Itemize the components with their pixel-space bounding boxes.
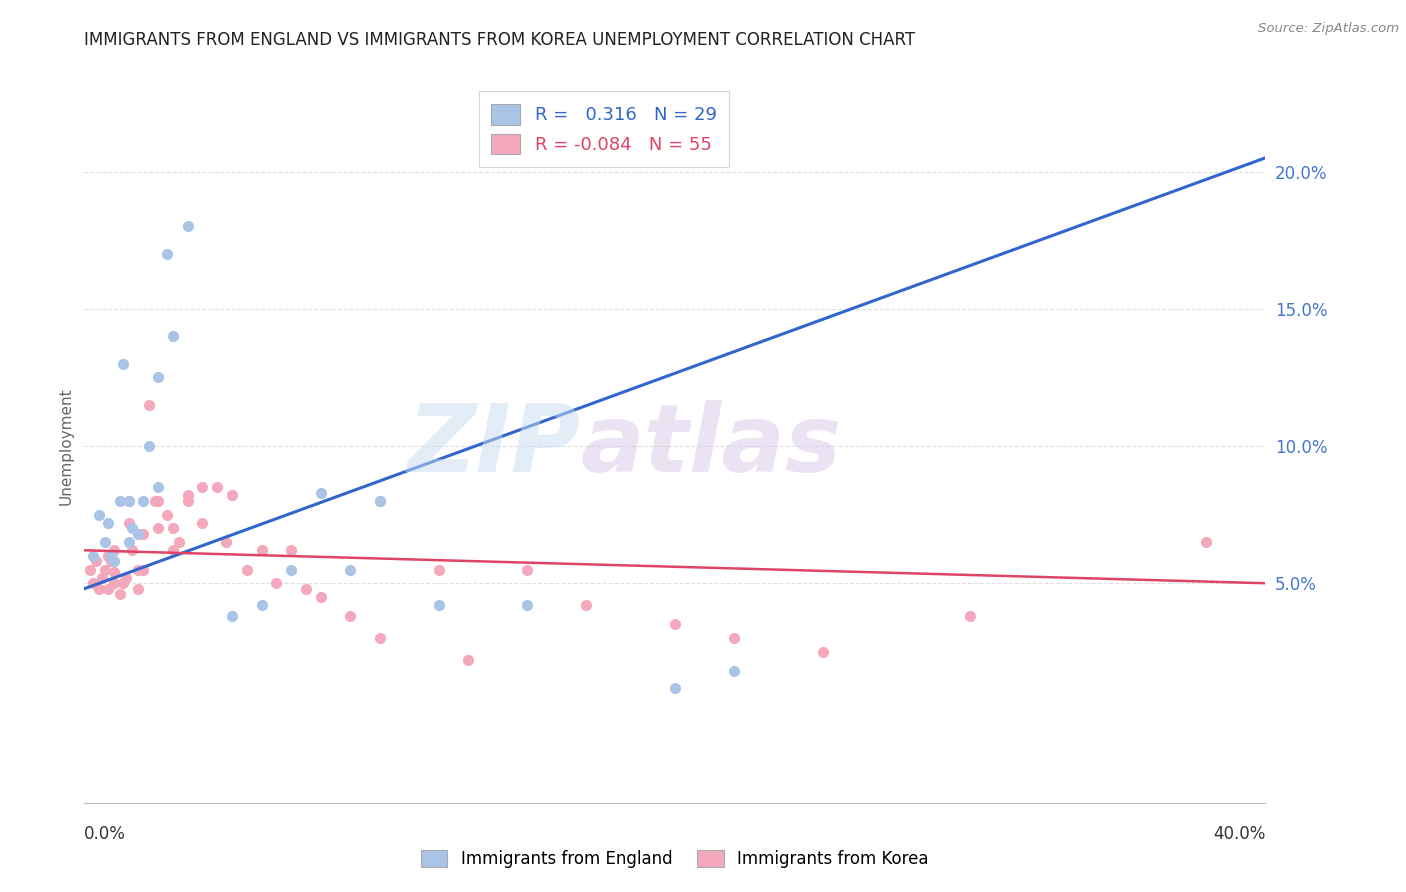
Point [280,562,302,576]
Point [167,535,190,549]
Legend: Immigrants from England, Immigrants from Korea: Immigrants from England, Immigrants from… [415,843,935,875]
Point [156,247,179,261]
Point [264,576,288,591]
Point [236,562,259,576]
Point [205,480,228,494]
Point [114,571,136,585]
Point [84,554,107,568]
Point [250,598,273,612]
Point [295,582,318,596]
Point [103,566,125,580]
Point [127,562,149,576]
Point [575,598,598,612]
Point [309,485,332,500]
Point [148,494,170,508]
Point [516,562,538,576]
Point [368,494,391,508]
Point [132,526,155,541]
Point [94,535,117,549]
Point [94,562,117,576]
Point [457,653,479,667]
Point [427,598,450,612]
Point [121,543,143,558]
Point [138,439,160,453]
Point [148,370,170,384]
Point [82,549,104,563]
Text: ZIP: ZIP [408,400,581,492]
Point [368,494,391,508]
Point [82,576,104,591]
Point [191,480,214,494]
Point [127,526,149,541]
Y-axis label: Unemployment: Unemployment [58,387,73,505]
Text: 0.0%: 0.0% [84,825,127,843]
Point [132,494,155,508]
Point [143,494,166,508]
Text: 40.0%: 40.0% [1213,825,1265,843]
Text: Source: ZipAtlas.com: Source: ZipAtlas.com [1258,22,1399,36]
Point [162,521,184,535]
Point [103,543,125,558]
Text: IMMIGRANTS FROM ENGLAND VS IMMIGRANTS FROM KOREA UNEMPLOYMENT CORRELATION CHART: IMMIGRANTS FROM ENGLAND VS IMMIGRANTS FR… [84,31,915,49]
Point [132,562,155,576]
Point [97,516,120,530]
Point [100,549,122,563]
Point [127,582,149,596]
Point [309,590,332,604]
Point [156,508,179,522]
Point [215,535,238,549]
Point [111,357,134,371]
Point [108,587,131,601]
Point [118,494,141,508]
Point [103,554,125,568]
Point [1195,535,1218,549]
Point [148,480,170,494]
Point [723,664,745,678]
Point [118,494,141,508]
Point [138,398,160,412]
Point [177,494,200,508]
Point [811,645,834,659]
Point [959,609,981,624]
Point [191,516,214,530]
Point [280,543,302,558]
Point [103,576,125,591]
Point [723,631,745,645]
Point [97,582,120,596]
Point [97,549,120,563]
Point [162,543,184,558]
Point [516,598,538,612]
Point [664,617,686,632]
Point [221,609,243,624]
Point [118,535,141,549]
Point [339,562,361,576]
Point [162,329,184,343]
Point [79,562,101,576]
Point [118,516,141,530]
Point [121,521,143,535]
Point [100,554,122,568]
Point [339,609,361,624]
Point [148,521,170,535]
Point [250,543,273,558]
Point [221,488,243,502]
Point [177,488,200,502]
Point [89,582,111,596]
Point [664,681,686,695]
Legend: R =   0.316   N = 29, R = -0.084   N = 55: R = 0.316 N = 29, R = -0.084 N = 55 [478,91,730,167]
Point [91,571,114,585]
Point [89,508,111,522]
Point [177,219,200,234]
Text: atlas: atlas [581,400,842,492]
Point [427,562,450,576]
Point [111,576,134,591]
Point [368,631,391,645]
Point [108,494,131,508]
